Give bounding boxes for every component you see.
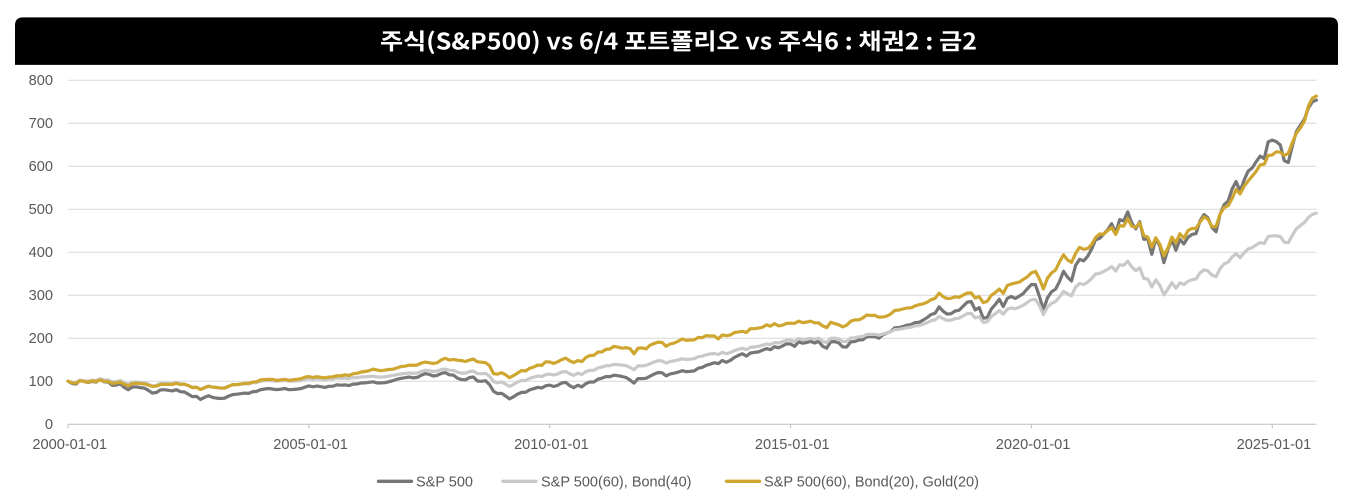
svg-text:S&P 500(60), Bond(20), Gold(20: S&P 500(60), Bond(20), Gold(20) xyxy=(764,474,979,490)
svg-text:2000-01-01: 2000-01-01 xyxy=(32,437,107,453)
svg-text:2025-01-01: 2025-01-01 xyxy=(1237,437,1312,453)
svg-text:2005-01-01: 2005-01-01 xyxy=(273,437,348,453)
svg-text:800: 800 xyxy=(29,73,53,89)
svg-text:700: 700 xyxy=(29,116,53,132)
svg-text:S&P 500(60), Bond(40): S&P 500(60), Bond(40) xyxy=(541,474,691,490)
svg-text:100: 100 xyxy=(29,374,53,390)
svg-text:200: 200 xyxy=(29,331,53,347)
svg-text:600: 600 xyxy=(29,159,53,175)
svg-text:2010-01-01: 2010-01-01 xyxy=(514,437,589,453)
svg-text:2020-01-01: 2020-01-01 xyxy=(996,437,1071,453)
svg-text:500: 500 xyxy=(29,202,53,218)
svg-text:2015-01-01: 2015-01-01 xyxy=(755,437,830,453)
svg-text:0: 0 xyxy=(45,417,53,433)
svg-text:400: 400 xyxy=(29,245,53,261)
svg-text:S&P 500: S&P 500 xyxy=(416,474,473,490)
svg-text:300: 300 xyxy=(29,288,53,304)
